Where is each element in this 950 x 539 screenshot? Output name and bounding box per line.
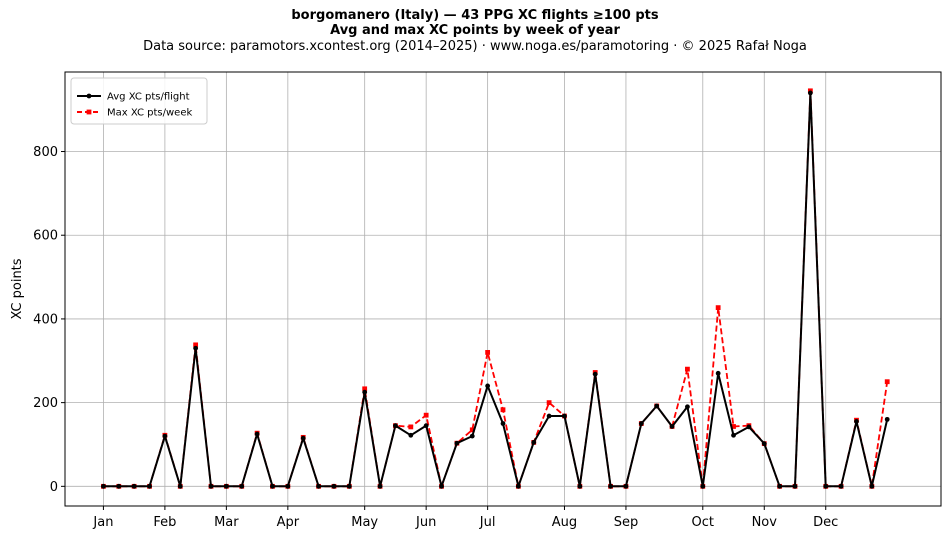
data-point-avg [285,483,291,489]
data-point-avg [331,483,337,489]
data-point-avg [623,483,629,489]
data-point-avg [362,389,368,395]
data-point-avg [177,483,183,489]
legend-marker-max [86,109,92,115]
data-point-avg [393,423,398,429]
data-point-avg [116,483,122,489]
data-point-avg [223,483,229,489]
data-point-avg [792,483,798,489]
x-tick-label: Jan [92,515,113,530]
data-point-avg [239,483,245,489]
data-point-avg [746,424,752,430]
chart-title: borgomanero (Italy) — 43 PPG XC flights … [291,8,659,23]
data-point-avg [715,370,721,376]
legend-label-avg: Avg XC pts/flight [107,92,190,103]
data-point-max [731,424,736,429]
legend: Avg XC pts/flight Max XC pts/week [70,77,208,125]
data-point-avg [500,421,506,426]
data-point-avg [592,371,598,377]
data-point-max [685,366,690,372]
series-line-max [103,89,889,488]
series-layer [101,88,890,489]
data-point-avg [270,483,275,489]
data-point-avg [731,432,736,438]
data-point-avg [638,421,644,426]
axis-layer: Jan Feb Mar Apr May Jun Jul Aug Sep Oct Nov Dec 0 200… [33,145,838,530]
x-tick-label: Jun [415,515,436,530]
data-point-avg [469,433,475,439]
data-point-avg [439,483,444,489]
data-point-avg [346,483,352,489]
x-tick-label: Feb [153,515,176,530]
data-point-max [485,350,491,355]
data-point-avg [823,483,829,489]
data-point-avg [577,483,583,489]
data-point-avg [546,413,552,419]
data-point-avg [208,483,214,489]
data-point-avg [147,483,152,489]
data-point-max [193,342,199,348]
data-point-avg [669,424,675,429]
legend-label-max: Max XC pts/week [107,108,192,119]
data-point-avg [408,432,414,438]
data-point-max [408,424,414,430]
x-tick-label: Apr [277,515,300,530]
data-point-avg [685,404,690,410]
data-point-avg [316,483,321,489]
legend-box [70,77,208,125]
data-point-avg [700,483,706,489]
data-point-max [715,305,721,311]
data-point-max [546,400,552,406]
legend-marker-avg [86,93,92,99]
data-point-avg [562,413,567,419]
data-point-avg [101,483,106,489]
data-point-avg [254,431,260,437]
y-axis-label: XC points [10,258,25,319]
y-tick-label: 400 [33,312,58,327]
data-point-avg [193,345,199,351]
data-point-avg [777,483,783,489]
y-tick-label: 600 [33,229,58,244]
data-point-avg [854,419,859,424]
x-tick-label: May [351,515,378,530]
data-point-avg [162,433,168,439]
data-point-avg [377,483,383,489]
data-point-avg [654,403,660,409]
y-tick-label: 800 [33,145,58,160]
series-line-avg [103,91,889,488]
data-point-avg [131,483,137,489]
x-tick-label: Oct [692,515,714,530]
data-point-avg [869,483,875,489]
data-point-max [423,412,429,418]
data-point-avg [838,483,844,489]
data-point-avg [531,439,537,445]
x-tick-label: Aug [552,515,577,530]
data-point-avg [608,483,613,489]
data-source-note: Data source: paramotors.xcontest.org (20… [143,39,807,54]
data-point-avg [485,383,491,389]
data-point-max [469,427,475,433]
data-point-avg [423,423,429,429]
x-tick-label: Dec [813,515,838,530]
data-point-avg [515,483,521,489]
data-point-max [500,407,506,413]
data-point-avg [761,441,767,447]
x-tick-label: Mar [214,515,239,530]
data-point-avg [454,440,460,446]
x-tick-label: Sep [614,515,639,530]
data-point-max [884,379,890,385]
grid-layer [65,72,941,506]
y-tick-label: 200 [33,396,58,411]
chart-title-block: borgomanero (Italy) — 43 PPG XC flights … [0,8,950,55]
data-point-max [362,386,368,392]
x-tick-label: Nov [752,515,778,530]
data-point-avg [807,90,813,96]
plot-frame [64,71,942,507]
chart-subtitle: Avg and max XC points by week of year [330,23,620,38]
x-tick-label: Jul [479,515,496,530]
data-point-avg [884,416,890,422]
y-tick-label: 0 [50,480,58,495]
data-point-avg [300,435,306,441]
